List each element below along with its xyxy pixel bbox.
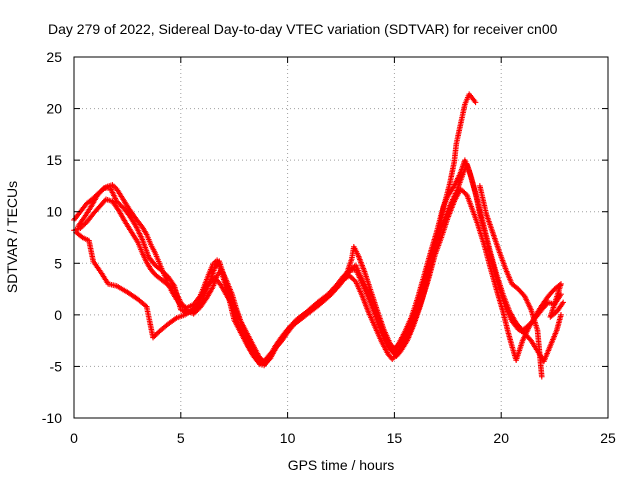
data-point bbox=[162, 271, 169, 278]
x-tick-label: 20 bbox=[493, 430, 509, 446]
y-tick-label: 5 bbox=[54, 255, 62, 271]
data-point bbox=[461, 189, 468, 196]
y-tick-label: -10 bbox=[42, 410, 62, 426]
x-axis-label: GPS time / hours bbox=[288, 457, 395, 473]
y-tick-label: 20 bbox=[46, 101, 62, 117]
axis-ticks bbox=[73, 56, 609, 419]
data-point bbox=[155, 329, 161, 336]
data-point bbox=[78, 233, 85, 240]
x-tick-label: 15 bbox=[387, 430, 403, 446]
x-tick-label: 10 bbox=[280, 430, 296, 446]
data-point bbox=[558, 312, 564, 318]
data-point bbox=[115, 199, 121, 206]
data-point bbox=[163, 281, 170, 287]
data-point bbox=[342, 271, 349, 278]
y-tick-label: 10 bbox=[46, 204, 62, 220]
data-point bbox=[152, 332, 159, 338]
data-point bbox=[459, 187, 465, 194]
data-point bbox=[558, 291, 564, 298]
data-point bbox=[158, 267, 165, 274]
data-point bbox=[154, 331, 160, 337]
data-point bbox=[462, 191, 469, 197]
y-tick-label: 0 bbox=[54, 307, 62, 323]
chart-title: Day 279 of 2022, Sidereal Day-to-day VTE… bbox=[48, 21, 558, 37]
grid bbox=[74, 57, 608, 418]
data-marks bbox=[71, 91, 566, 380]
data-point bbox=[348, 274, 354, 280]
data-point bbox=[341, 272, 348, 279]
y-tick-label: 25 bbox=[46, 49, 62, 65]
y-tick-labels: -10 -5 0 5 10 15 20 25 bbox=[42, 49, 62, 426]
data-point bbox=[117, 202, 124, 208]
data-point bbox=[472, 99, 479, 106]
data-point bbox=[346, 272, 353, 279]
data-point bbox=[460, 188, 466, 195]
data-point bbox=[150, 334, 156, 341]
plot-frame bbox=[73, 56, 609, 419]
data-point bbox=[160, 268, 166, 275]
data-point bbox=[116, 201, 123, 207]
x-tick-label: 5 bbox=[177, 430, 185, 446]
x-tick-labels: 0 5 10 15 20 25 bbox=[70, 430, 616, 446]
data-point bbox=[344, 270, 350, 276]
y-tick-label: -5 bbox=[50, 358, 63, 374]
data-point bbox=[340, 273, 346, 280]
data-point bbox=[151, 333, 158, 340]
data-point bbox=[350, 276, 357, 283]
data-point bbox=[345, 268, 352, 275]
x-tick-label: 25 bbox=[600, 430, 616, 446]
data-point bbox=[80, 222, 86, 229]
x-tick-label: 0 bbox=[70, 430, 78, 446]
data-point bbox=[100, 186, 106, 192]
data-point bbox=[351, 277, 358, 284]
data-point bbox=[349, 275, 355, 281]
data-point bbox=[161, 270, 167, 276]
y-axis-label: SDTVAR / TECUs bbox=[4, 181, 20, 293]
data-point bbox=[538, 373, 545, 380]
data-point bbox=[81, 221, 88, 228]
data-point bbox=[560, 299, 566, 306]
data-point bbox=[113, 198, 120, 205]
y-tick-label: 15 bbox=[46, 152, 62, 168]
